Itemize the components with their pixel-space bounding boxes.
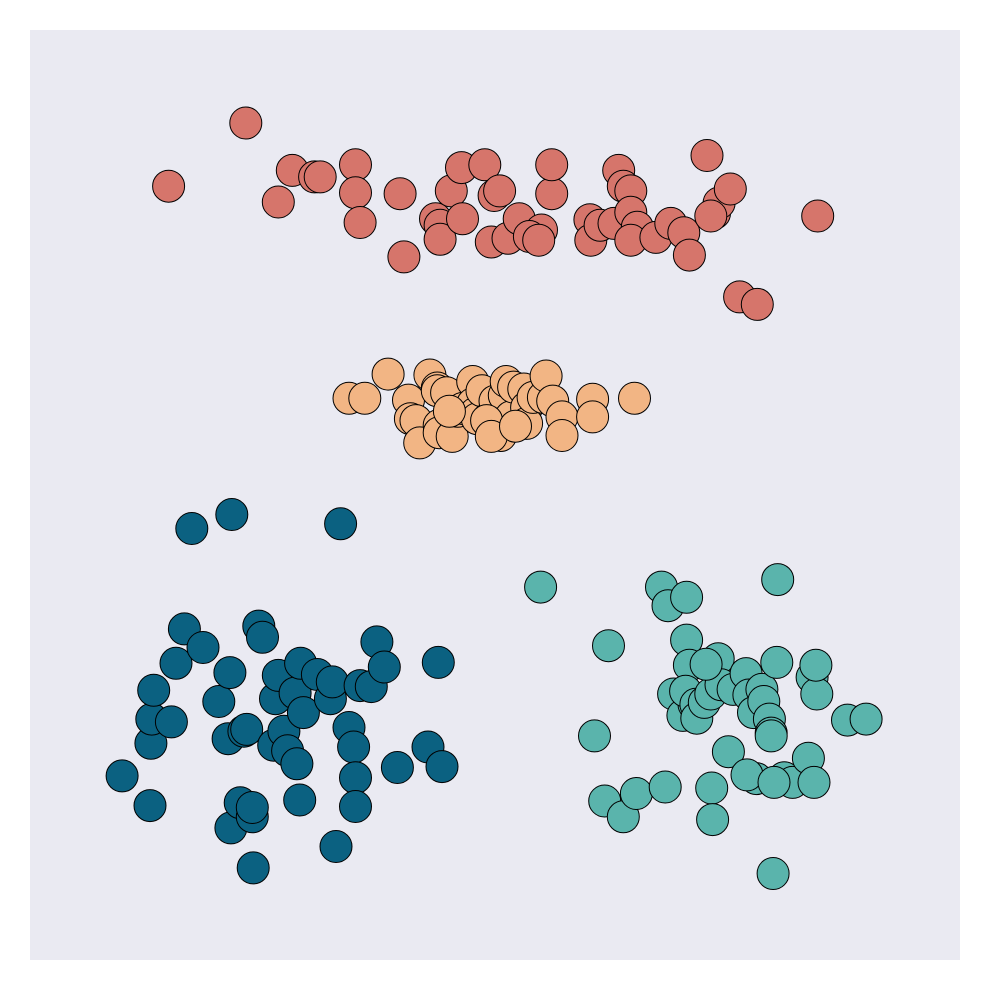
data-point	[713, 172, 747, 206]
data-point	[348, 381, 382, 415]
data-point	[694, 199, 728, 233]
data-point	[319, 830, 353, 863]
data-point	[576, 400, 610, 434]
data-point	[522, 223, 556, 257]
data-point	[380, 751, 414, 784]
data-point	[324, 507, 358, 541]
series-4	[105, 498, 459, 885]
data-point	[756, 857, 790, 890]
data-point	[339, 790, 372, 823]
series-2	[332, 357, 651, 460]
data-point	[711, 735, 745, 769]
data-point	[801, 199, 835, 233]
data-point	[535, 148, 569, 182]
data-point	[186, 631, 220, 664]
data-point	[648, 770, 682, 804]
data-point	[740, 287, 774, 321]
data-point	[236, 851, 270, 885]
data-point	[303, 160, 337, 194]
data-point	[483, 174, 517, 208]
data-point	[799, 648, 833, 682]
data-point	[343, 206, 377, 239]
data-point	[618, 381, 651, 415]
data-point	[432, 394, 466, 428]
data-point	[849, 702, 883, 736]
data-point	[757, 765, 791, 799]
data-point	[761, 563, 795, 597]
data-point	[280, 747, 314, 781]
data-point	[695, 771, 729, 805]
data-point	[246, 620, 279, 654]
data-point	[690, 139, 724, 172]
data-point	[105, 759, 139, 793]
data-point	[672, 238, 706, 272]
data-point	[670, 580, 704, 614]
data-point	[760, 645, 794, 679]
data-point	[159, 646, 193, 680]
data-point	[499, 409, 532, 443]
data-point	[425, 750, 459, 784]
data-point	[578, 719, 611, 753]
data-point	[133, 789, 167, 823]
data-point	[339, 176, 372, 210]
data-point	[754, 719, 788, 753]
data-point	[230, 712, 264, 746]
data-point	[175, 512, 209, 545]
data-point	[339, 148, 372, 182]
data-point	[202, 685, 236, 718]
data-point	[592, 629, 625, 663]
data-point	[213, 656, 247, 690]
data-point	[545, 419, 579, 452]
data-point	[446, 202, 479, 236]
data-point	[215, 498, 249, 531]
data-point	[696, 803, 730, 837]
data-point	[524, 570, 558, 604]
data-point	[261, 185, 295, 219]
data-point	[468, 148, 502, 182]
points-layer	[105, 106, 883, 890]
data-point	[689, 647, 723, 681]
data-point	[152, 169, 186, 203]
series-1	[152, 106, 835, 321]
series-3	[524, 563, 883, 890]
data-point	[283, 783, 317, 817]
data-point	[339, 761, 372, 795]
data-point	[423, 222, 457, 256]
data-point	[371, 357, 405, 391]
data-point	[797, 765, 831, 799]
data-point	[235, 791, 269, 824]
data-point	[367, 650, 401, 684]
data-point	[421, 645, 455, 679]
data-point	[800, 677, 834, 711]
data-point	[619, 777, 653, 810]
data-point	[337, 730, 371, 764]
data-point	[315, 665, 349, 699]
data-point	[387, 240, 421, 274]
data-point	[229, 106, 263, 140]
data-point	[137, 673, 171, 707]
data-point	[286, 696, 320, 730]
data-point	[383, 177, 417, 211]
data-point	[154, 705, 188, 739]
data-point	[535, 177, 569, 211]
